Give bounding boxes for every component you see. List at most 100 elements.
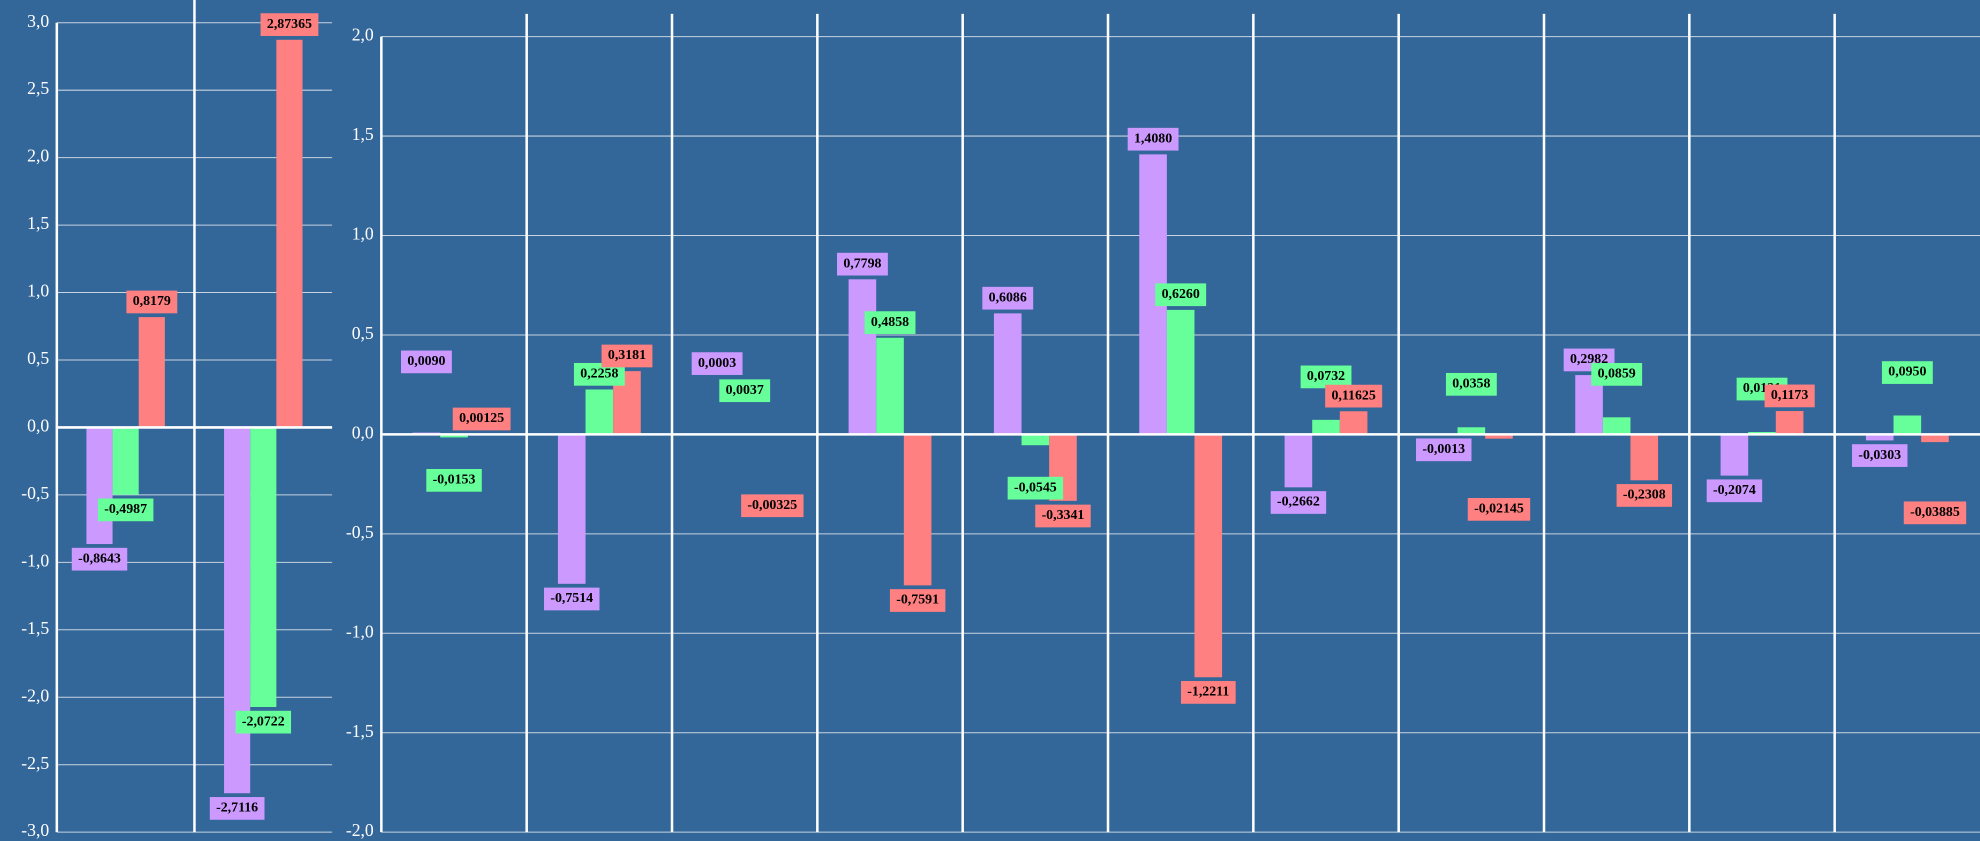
- bar: [1457, 427, 1486, 435]
- value-label-box: [260, 13, 319, 36]
- bar: [440, 434, 468, 438]
- value-label: 0,4858: [871, 315, 909, 330]
- value-label: -0,0013: [1422, 442, 1465, 457]
- value-label-box: [544, 587, 600, 611]
- y-tick-label: -1,0: [346, 621, 374, 641]
- y-tick-label: 1,0: [27, 281, 49, 301]
- y-tick-label: -1,5: [346, 721, 374, 741]
- value-label-box: [1591, 363, 1643, 386]
- value-label-box: [1127, 127, 1179, 151]
- value-label: 0,2258: [580, 367, 618, 382]
- value-label: -0,7514: [550, 591, 593, 606]
- value-label-box: [1270, 491, 1327, 514]
- value-label-box: [126, 290, 178, 314]
- value-label: 2,87365: [267, 17, 312, 32]
- value-label-box: [837, 252, 888, 276]
- y-tick-label: 0,5: [352, 323, 374, 343]
- y-tick-label: 0,0: [352, 422, 374, 442]
- value-label-box: [1616, 484, 1673, 507]
- bar: [138, 317, 165, 428]
- bar: [848, 279, 877, 435]
- value-label-box: [97, 498, 154, 522]
- value-label: -0,0303: [1858, 448, 1901, 463]
- value-label-box: [1467, 498, 1531, 521]
- value-label: 1,4080: [1134, 131, 1172, 146]
- value-label: 0,8179: [133, 294, 171, 309]
- bar: [1602, 417, 1631, 435]
- value-label: 0,7798: [843, 256, 881, 271]
- value-label-box: [235, 710, 292, 734]
- value-label-box: [1300, 365, 1352, 389]
- bar: [1021, 434, 1050, 446]
- value-label: 0,0037: [726, 383, 764, 398]
- bar: [1194, 434, 1223, 678]
- value-label-box: [426, 469, 482, 492]
- bar: [1775, 411, 1804, 435]
- bar: [224, 427, 251, 794]
- value-label-box: [573, 362, 625, 386]
- y-tick-label: -0,5: [21, 483, 49, 503]
- bar: [1865, 434, 1894, 441]
- value-label-box: [1416, 438, 1472, 462]
- value-label: 0,0090: [407, 354, 445, 369]
- value-label-box: [982, 286, 1034, 310]
- bar: [903, 434, 932, 586]
- bar: [86, 427, 113, 545]
- value-label: -0,2308: [1623, 488, 1666, 503]
- y-tick-label: -2,0: [346, 820, 374, 840]
- y-tick-label: 1,5: [27, 213, 49, 233]
- value-label-box: [71, 547, 128, 571]
- bar: [1921, 434, 1949, 443]
- y-tick-label: 2,0: [352, 25, 374, 45]
- value-label: 0,0859: [1598, 367, 1636, 382]
- value-label: -0,3341: [1042, 508, 1085, 523]
- value-label-box: [1155, 283, 1207, 307]
- bar: [1485, 434, 1513, 439]
- y-tick-label: -1,5: [21, 618, 49, 638]
- value-label-box: [601, 344, 653, 368]
- bar: [1339, 411, 1368, 435]
- value-label: 0,0732: [1307, 369, 1345, 384]
- value-label-box: [209, 797, 265, 820]
- value-label: -0,8643: [78, 551, 121, 566]
- value-label-box: [1035, 504, 1091, 528]
- y-tick-label: 2,5: [27, 78, 49, 98]
- value-label-box: [452, 407, 511, 431]
- value-label: -0,7591: [896, 593, 939, 608]
- value-label: -2,0722: [242, 714, 285, 729]
- value-label-box: [1445, 372, 1497, 396]
- value-label: 0,3181: [608, 348, 646, 363]
- y-tick-label: 0,5: [27, 348, 49, 368]
- value-label: 0,6086: [989, 290, 1027, 305]
- value-label-box: [691, 352, 743, 375]
- y-tick-label: -2,0: [21, 685, 49, 705]
- value-label-box: [889, 589, 946, 612]
- y-tick-label: 3,0: [27, 11, 49, 31]
- value-label: -0,02145: [1474, 502, 1524, 517]
- value-label-box: [1852, 444, 1908, 467]
- y-tick-label: -2,5: [21, 753, 49, 773]
- value-label-box: [1180, 681, 1236, 704]
- bar: [276, 39, 303, 428]
- bar: [1284, 434, 1313, 488]
- value-label: 0,0003: [698, 356, 736, 371]
- bar: [876, 337, 904, 435]
- bar: [993, 313, 1022, 435]
- value-label: -0,00325: [747, 498, 797, 513]
- value-label: 0,6260: [1162, 287, 1200, 302]
- value-label-box: [1881, 361, 1933, 384]
- bar: [250, 427, 277, 707]
- value-label: 0,00125: [459, 411, 504, 426]
- y-tick-label: 1,5: [352, 124, 374, 144]
- bar: [1312, 419, 1340, 435]
- value-label: 0,11625: [1331, 388, 1375, 403]
- value-label-box: [741, 494, 804, 518]
- value-label: -0,2662: [1277, 495, 1320, 510]
- value-label: -0,03885: [1910, 505, 1960, 520]
- value-label: 0,1173: [1771, 388, 1808, 403]
- y-tick-label: -0,5: [346, 522, 374, 542]
- value-label-box: [1903, 501, 1967, 525]
- value-label-box: [1764, 384, 1815, 408]
